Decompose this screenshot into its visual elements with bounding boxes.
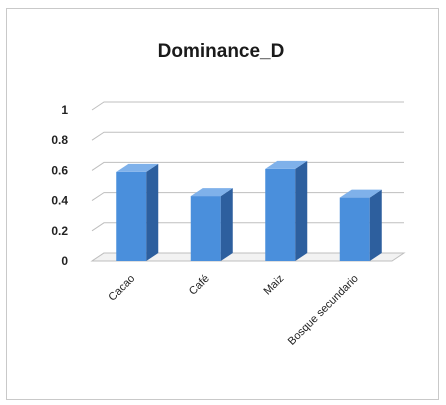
bar-front — [116, 171, 147, 261]
y-tick-label: 0.4 — [51, 194, 68, 208]
bar-front — [265, 168, 296, 261]
y-axis-ticks: 0 0.2 0.4 0.6 0.8 1 — [51, 103, 68, 268]
x-category-label: Café — [187, 273, 212, 298]
bar — [190, 188, 233, 261]
bar-top — [116, 163, 159, 172]
y-tick-label: 0 — [61, 254, 68, 268]
x-category-label: Cacao — [106, 273, 137, 304]
bar — [339, 189, 382, 261]
chart-title: Dominance_D — [158, 41, 285, 62]
bar-front — [339, 197, 370, 261]
bar-top — [265, 160, 308, 169]
bar-side — [295, 160, 308, 261]
bar-side — [369, 189, 382, 261]
y-tick-label: 0.6 — [51, 163, 68, 177]
x-category-label: Maiz — [261, 273, 286, 298]
bar-front — [190, 196, 221, 261]
y-tick-label: 0.2 — [51, 224, 68, 238]
bars — [116, 160, 382, 261]
bar-side — [146, 163, 159, 261]
bar-top — [190, 188, 233, 197]
grid-line — [91, 131, 404, 141]
bar-side — [220, 188, 233, 261]
bar — [116, 163, 159, 261]
x-category-label: Bosque secundario — [286, 273, 361, 348]
x-axis-categories: Cacao Café Maiz Bosque secundario — [106, 273, 360, 348]
y-tick-label: 1 — [61, 103, 68, 117]
bar-top — [339, 189, 382, 198]
y-tick-label: 0.8 — [51, 133, 68, 147]
bar — [265, 160, 308, 261]
grid-line — [91, 101, 404, 111]
